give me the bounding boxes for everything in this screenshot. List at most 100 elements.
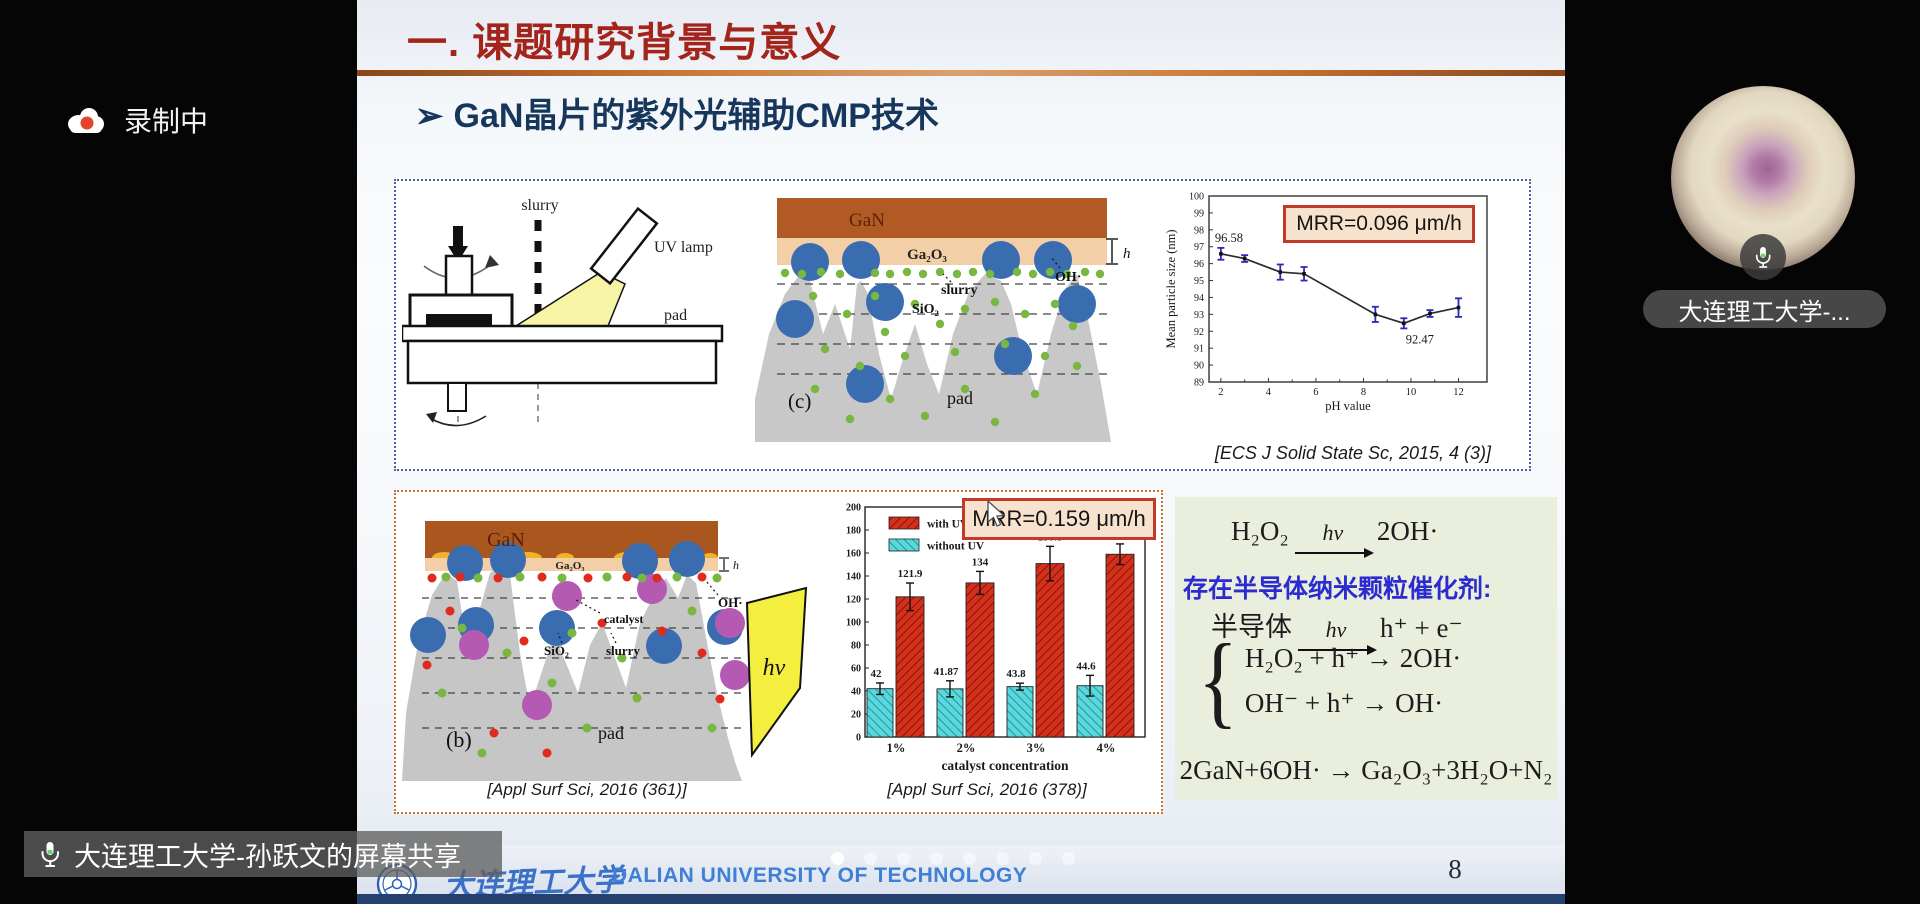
mrr-bar-chart: 0 20 40 60 80 100 120 140 160 180 200 42 121.9 1% 41.8… [846, 503, 1146, 773]
eq1-arrow: hv [1294, 522, 1374, 558]
svg-text:160: 160 [846, 549, 861, 560]
citation-appl-surf-378: [Appl Surf Sci, 2016 (378)] [887, 780, 1087, 799]
svg-text:4: 4 [1266, 387, 1272, 398]
gan-catalyst-figure-b: GaN Ga₂O₃ h OH· catalyst SiO₂ slurry pad… [402, 503, 950, 781]
catalyst-label: catalyst [604, 612, 643, 626]
svg-text:6: 6 [1313, 387, 1318, 398]
brace-glyph: { [1197, 623, 1238, 738]
gan-slurry-figure-c: GaN Ga₂O₃ h OH· slurry SiO₂ pad (c) [755, 184, 1143, 442]
slide-footer-band [357, 845, 1565, 894]
svg-text:92.47: 92.47 [1406, 332, 1434, 346]
slide-title: 一. 课题研究背景与意义 [407, 21, 842, 65]
pager-dot [963, 852, 976, 865]
mouse-cursor [987, 500, 1006, 527]
mrr-annotation-bottom: MRR=0.159 μm/h [962, 498, 1156, 540]
recording-cloud-icon [68, 108, 104, 133]
svg-text:91: 91 [1194, 344, 1204, 355]
panel-label: (c) [788, 389, 811, 413]
svg-text:121.9: 121.9 [898, 568, 923, 580]
svg-text:pH value: pH value [1325, 399, 1371, 413]
pager-dot [1062, 852, 1075, 865]
slide-subtitle: ➢ GaN晶片的紫外光辅助CMP技术 [415, 88, 939, 137]
uv-lamp-label: UV lamp [654, 239, 713, 256]
svg-text:92: 92 [1194, 327, 1204, 338]
svg-text:140: 140 [846, 572, 861, 583]
sio2-label: SiO₂ [912, 302, 939, 317]
ga2o3-label: Ga₂O₃ [907, 247, 947, 263]
wafer [426, 314, 492, 326]
svg-text:95: 95 [1194, 276, 1204, 287]
svg-text:10: 10 [1406, 387, 1417, 398]
h-label: h [733, 558, 739, 572]
participant-name-pill: 大连理工大学-... [1643, 290, 1886, 328]
sio2-label: SiO₂ [544, 643, 569, 658]
svg-text:42: 42 [871, 668, 883, 680]
svg-text:80: 80 [851, 641, 861, 652]
equation-system: { H₂O₂ + h⁺ → 2OH· OH⁻ + h⁺ → OH· [1193, 623, 1461, 738]
equation-2: 半导体 hv h⁺ + e⁻ [1211, 605, 1463, 655]
svg-text:90: 90 [1194, 361, 1204, 372]
svg-text:200: 200 [846, 503, 861, 514]
slurry-label: slurry [606, 643, 640, 658]
svg-text:12: 12 [1453, 387, 1464, 398]
pager-dot [930, 852, 943, 865]
pager-dot [1029, 852, 1042, 865]
mrr-annotation-top: MRR=0.096 μm/h [1283, 205, 1475, 243]
svg-text:catalyst concentration: catalyst concentration [941, 758, 1069, 773]
pad-label: pad [664, 307, 687, 324]
svg-text:97: 97 [1194, 242, 1204, 253]
equation-1: H₂O₂ hv 2OH· [1231, 515, 1439, 558]
catalyst-note: 存在半导体纳米颗粒催化剂: [1183, 575, 1492, 603]
shared-slide: 一. 课题研究背景与意义 ➢ GaN晶片的紫外光辅助CMP技术 [357, 0, 1565, 904]
svg-text:20: 20 [851, 710, 861, 721]
svg-text:120: 120 [846, 595, 861, 606]
uv-lamp-body [589, 206, 659, 286]
oh-label: OH· [1055, 270, 1081, 285]
university-name-en: DALIAN UNIVERSITY OF TECHNOLOGY [612, 864, 1028, 887]
svg-text:44.6: 44.6 [1076, 660, 1096, 672]
eq1-right: 2OH· [1376, 516, 1439, 546]
eq2-arrow: hv [1298, 619, 1377, 655]
svg-text:89: 89 [1194, 378, 1204, 389]
equation-4: 2GaN+6OH· → Ga₂O₃+3H₂O+N₂ [1179, 755, 1553, 785]
platen [406, 339, 718, 385]
svg-text:2: 2 [1218, 387, 1223, 398]
svg-text:Mean particle size (nm): Mean particle size (nm) [1164, 229, 1178, 348]
svg-text:2%: 2% [957, 741, 976, 755]
particle-size-line-chart: 89 90 91 92 93 94 95 96 97 98 99 100 2 4 6 8 10 12 pH valu… [1164, 192, 1488, 413]
platen-shaft [447, 382, 467, 412]
svg-text:0: 0 [856, 733, 861, 744]
pager-dot [897, 852, 910, 865]
svg-text:100: 100 [846, 618, 861, 629]
oh-radical-dots [780, 267, 1105, 427]
platen-rotation-arrow [429, 415, 487, 427]
svg-text:1%: 1% [887, 741, 906, 755]
participant-mic-badge [1740, 234, 1786, 280]
screen-share-label: 大连理工大学-孙跃文的屏幕共享 [74, 841, 461, 872]
svg-text:without UV: without UV [927, 541, 985, 553]
svg-text:43.8: 43.8 [1006, 668, 1026, 680]
pad-layer [402, 324, 724, 343]
cmp-setup-figure: slurry UV lamp pad [402, 188, 724, 428]
participant-name: 大连理工大学-... [1678, 298, 1851, 326]
svg-text:134: 134 [972, 556, 989, 568]
pager-dot [831, 852, 844, 865]
participant-video-tile[interactable]: 大连理工大学-... [1643, 86, 1886, 328]
recording-label: 录制中 [124, 106, 209, 137]
pad-label: pad [947, 388, 973, 408]
svg-text:93: 93 [1194, 310, 1204, 321]
svg-text:180: 180 [846, 526, 861, 537]
citation-ecs: [ECS J Solid State Sc, 2015, 4 (3)] [1214, 443, 1492, 463]
citation-appl-surf-361: [Appl Surf Sci, 2016 (361)] [487, 780, 687, 799]
svg-text:94: 94 [1194, 293, 1204, 304]
microphone-icon [41, 842, 59, 867]
reaction-equations-panel: H₂O₂ hv 2OH· 存在半导体纳米颗粒催化剂: 半导体 hv h⁺ + e… [1175, 497, 1557, 800]
slurry-label: slurry [521, 197, 558, 214]
svg-text:8: 8 [1361, 387, 1366, 398]
svg-text:96.58: 96.58 [1215, 231, 1243, 245]
eq2-left: 半导体 [1211, 612, 1292, 642]
svg-text:99: 99 [1194, 208, 1204, 219]
gan-label: GaN [487, 529, 525, 551]
svg-text:96: 96 [1194, 259, 1204, 270]
pager-dot [864, 852, 877, 865]
